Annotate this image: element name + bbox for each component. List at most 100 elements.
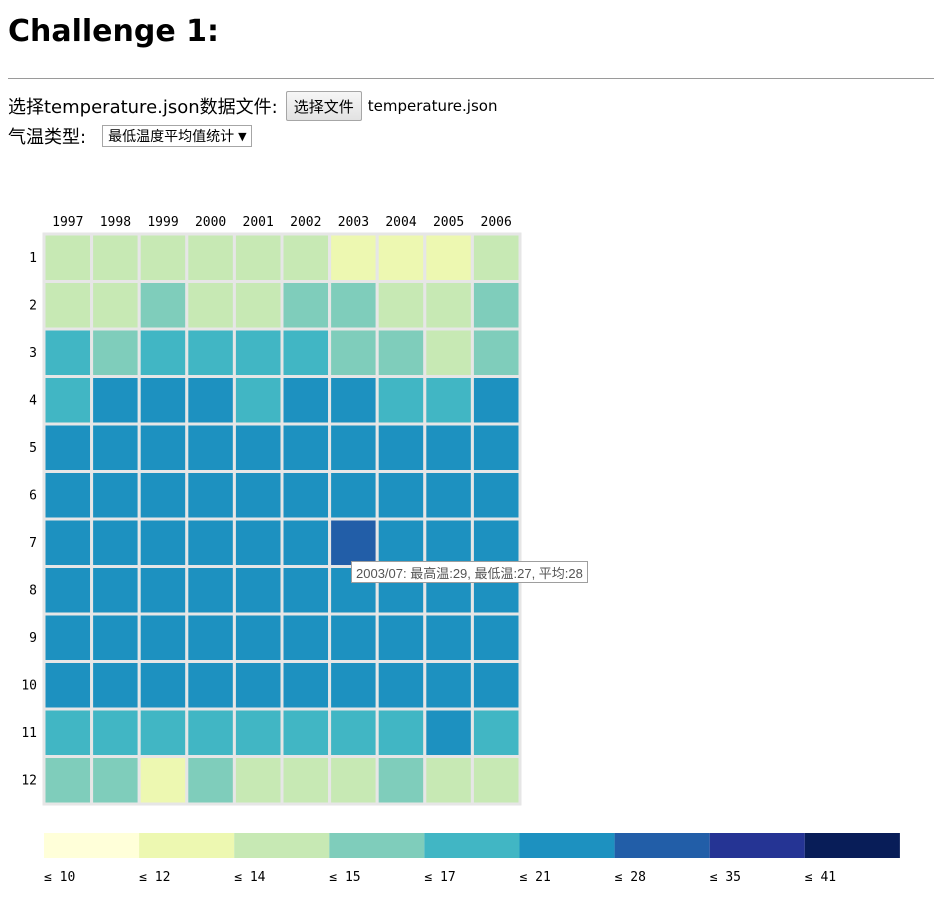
heatmap-cell: [375, 327, 427, 378]
heatmap-cell: [90, 327, 141, 378]
heatmap-cell: [470, 375, 522, 426]
x-tick-label: 1998: [100, 215, 131, 230]
heatmap-cell: [185, 707, 236, 758]
type-row: 气温类型: 最低温度平均值统计 ▼: [8, 124, 252, 148]
heatmap-cell: [185, 612, 236, 663]
heatmap-cell: [42, 470, 94, 521]
x-tick-label: 2002: [290, 215, 321, 230]
heatmap-cell: [470, 327, 522, 378]
heatmap-cell: [375, 422, 427, 473]
heatmap-cell: [185, 660, 236, 711]
heatmap-cell: [280, 422, 332, 473]
heatmap-cell: [185, 327, 236, 378]
legend-label: ≤ 21: [520, 870, 551, 885]
x-tick-label: 1997: [52, 215, 83, 230]
legend-label: ≤ 17: [424, 870, 455, 885]
heatmap-cell: [42, 232, 94, 283]
chevron-down-icon: ▼: [238, 129, 247, 143]
heatmap-cell: [90, 565, 141, 616]
legend-label: ≤ 35: [710, 870, 741, 885]
legend-swatch: [44, 833, 140, 858]
legend-label: ≤ 15: [329, 870, 360, 885]
heatmap-cell: [470, 232, 522, 283]
y-tick-label: 10: [21, 678, 37, 693]
heatmap-cell: [232, 280, 284, 331]
y-tick-label: 6: [29, 488, 37, 503]
heatmap-cell: [328, 280, 379, 331]
heatmap-cell: [137, 375, 189, 426]
x-tick-label: 2004: [385, 215, 416, 230]
page-title: Challenge 1:: [8, 14, 220, 49]
heatmap-cell: [90, 470, 141, 521]
heatmap-cell: [232, 517, 284, 568]
legend-label: ≤ 41: [805, 870, 836, 885]
heatmap-cell: [137, 660, 189, 711]
heatmap-cell: [375, 280, 427, 331]
legend-label: ≤ 10: [44, 870, 75, 885]
heatmap-cell: [42, 707, 94, 758]
y-tick-label: 11: [21, 726, 37, 741]
heatmap-cell: [137, 422, 189, 473]
legend-swatch: [519, 833, 615, 858]
heatmap-cell: [232, 565, 284, 616]
heatmap-cell: [423, 660, 474, 711]
heatmap-cell: [185, 422, 236, 473]
heatmap-cell: [185, 470, 236, 521]
heatmap-cell: [137, 232, 189, 283]
heatmap-cell: [137, 707, 189, 758]
heatmap-cell: [328, 517, 379, 568]
heatmap-cell: [280, 612, 332, 663]
heatmap-cell: [328, 755, 379, 806]
heatmap-cell: [470, 707, 522, 758]
heatmap-cell: [90, 232, 141, 283]
type-select[interactable]: 最低温度平均值统计 ▼: [102, 125, 252, 147]
file-row: 选择temperature.json数据文件: 选择文件 temperature…: [8, 91, 497, 121]
legend-label: ≤ 28: [615, 870, 646, 885]
heatmap-cell: [232, 470, 284, 521]
y-tick-label: 4: [29, 393, 37, 408]
heatmap-cell: [90, 422, 141, 473]
heatmap-cell: [232, 707, 284, 758]
x-tick-label: 2000: [195, 215, 226, 230]
heatmap-cell: [328, 232, 379, 283]
heatmap-cell: [280, 327, 332, 378]
file-label: 选择temperature.json数据文件:: [8, 97, 278, 118]
heatmap-cell: [423, 755, 474, 806]
legend-label: ≤ 14: [234, 870, 265, 885]
heatmap-cell: [280, 517, 332, 568]
heatmap-cell: [232, 612, 284, 663]
heatmap-cell: [42, 280, 94, 331]
heatmap-cell: [42, 612, 94, 663]
y-tick-label: 8: [29, 583, 37, 598]
y-tick-label: 12: [21, 773, 37, 788]
heatmap-cell: [137, 565, 189, 616]
heatmap-cell: [185, 565, 236, 616]
heatmap-cell: [375, 232, 427, 283]
choose-file-button[interactable]: 选择文件: [285, 91, 362, 121]
divider: [8, 78, 934, 79]
y-tick-label: 3: [29, 346, 37, 361]
heatmap-cell: [42, 375, 94, 426]
x-tick-label: 2005: [433, 215, 464, 230]
heatmap-cell: [328, 375, 379, 426]
heatmap-cell: [470, 612, 522, 663]
heatmap-cell: [375, 707, 427, 758]
type-label: 气温类型:: [8, 127, 87, 148]
tooltip: 2003/07: 最高温:29, 最低温:27, 平均:28: [351, 561, 588, 583]
heatmap-cell: [328, 707, 379, 758]
heatmap-cell: [42, 755, 94, 806]
legend-swatch: [614, 833, 710, 858]
heatmap-cell: [280, 755, 332, 806]
heatmap-cell: [185, 280, 236, 331]
heatmap-cell: [423, 612, 474, 663]
legend-swatch: [234, 833, 330, 858]
legend-label: ≤ 12: [139, 870, 170, 885]
heatmap-cell: [137, 470, 189, 521]
heatmap-cell: [137, 612, 189, 663]
heatmap-cell: [90, 660, 141, 711]
y-tick-label: 2: [29, 298, 37, 313]
heatmap-cell: [42, 327, 94, 378]
heatmap-cell: [185, 375, 236, 426]
heatmap-cell: [423, 470, 474, 521]
